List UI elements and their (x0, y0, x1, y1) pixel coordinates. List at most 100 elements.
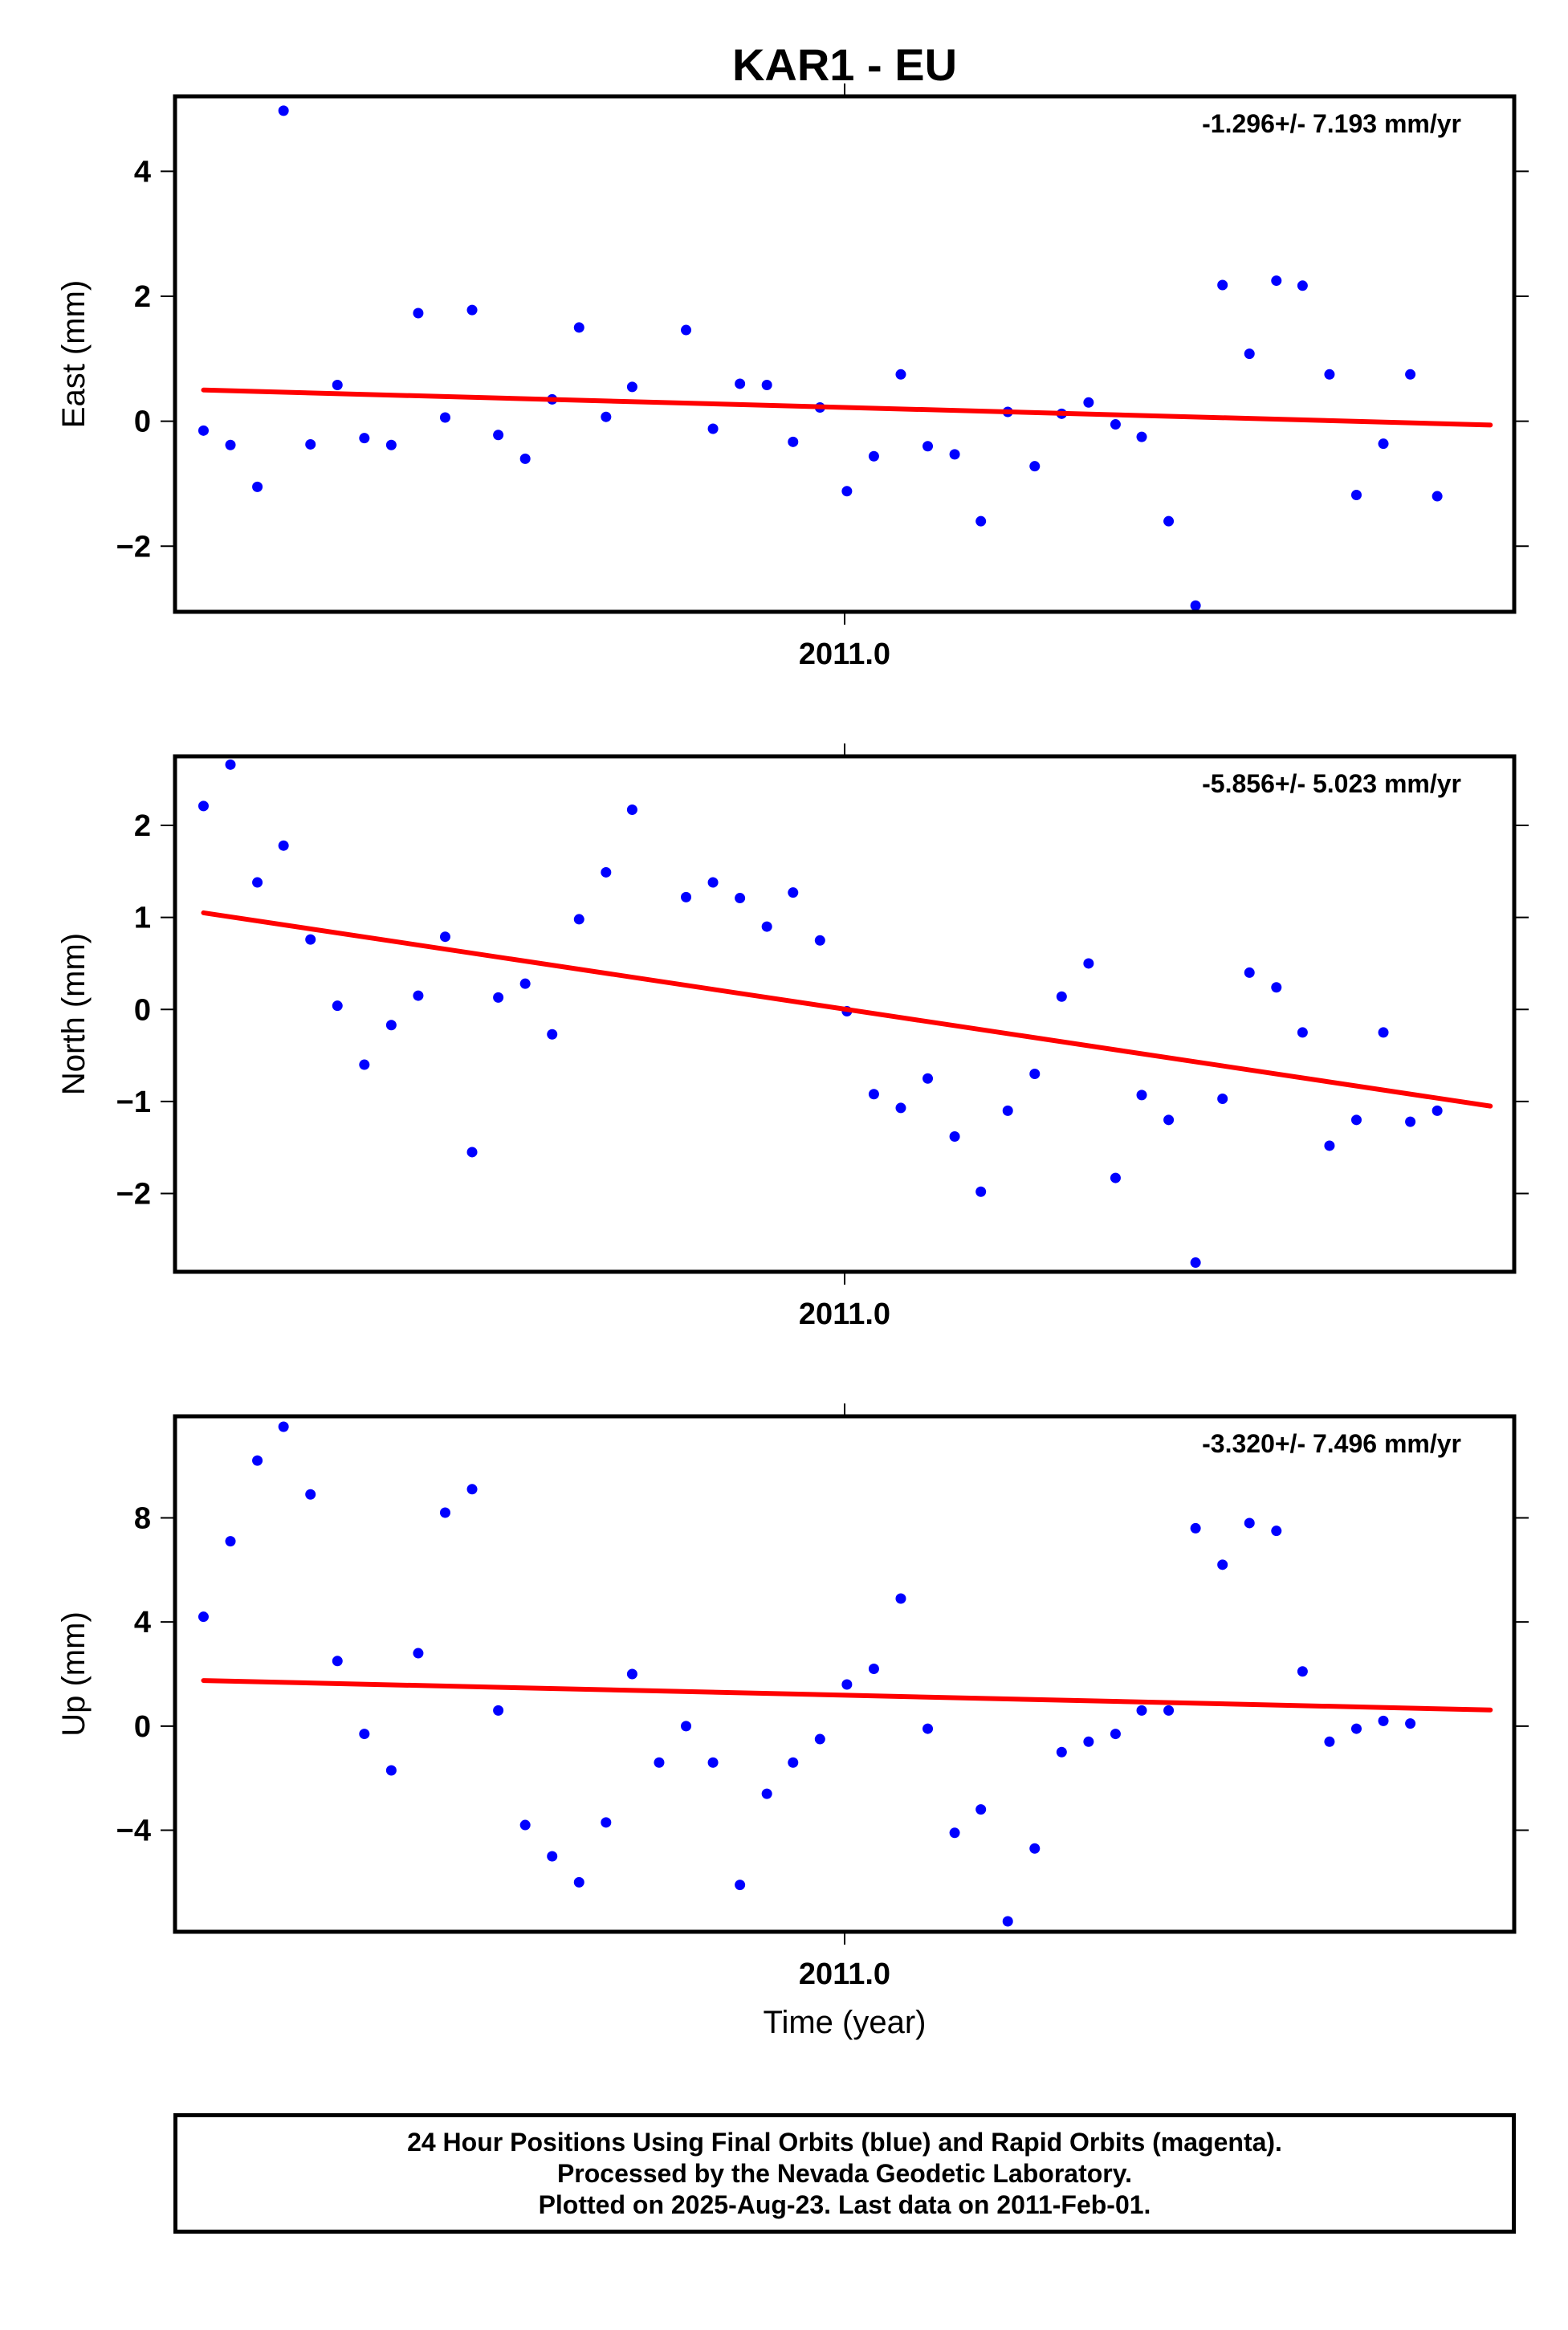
footer-box: 24 Hour Positions Using Final Orbits (bl… (173, 2113, 1516, 2234)
east-data-point (868, 450, 879, 462)
up-data-point (1029, 1843, 1041, 1854)
north-data-point (1378, 1027, 1389, 1038)
east-data-point (1163, 515, 1175, 527)
north-x-tick-label: 2011.0 (799, 1297, 890, 1331)
east-data-point (385, 439, 397, 450)
up-data-point (1110, 1729, 1121, 1740)
north-data-point (1083, 958, 1094, 969)
up-data-point (841, 1679, 853, 1690)
east-data-point (975, 515, 987, 527)
north-data-point (198, 800, 209, 812)
north-data-point (1244, 967, 1255, 978)
up-data-point (735, 1880, 746, 1891)
up-data-point (252, 1455, 263, 1466)
up-x-tick-label: 2011.0 (799, 1957, 890, 1991)
north-data-point (278, 840, 289, 851)
up-data-point (1244, 1517, 1255, 1529)
up-data-point (1056, 1746, 1067, 1758)
east-plot-frame (173, 94, 1517, 614)
north-data-point (1002, 1105, 1013, 1116)
up-data-point (547, 1851, 558, 1862)
east-data-point (252, 481, 263, 492)
north-data-point (949, 1130, 960, 1142)
north-data-point (1217, 1093, 1228, 1104)
panels-group: −2 0 2 4 2011.0 East (mm) -1.296+/- 7.193 mm/y… (56, 84, 1529, 1991)
up-axis-label: Up (mm) (56, 1611, 92, 1737)
up-data-point (1297, 1666, 1308, 1677)
north-data-point (788, 887, 799, 898)
north-data-point (681, 891, 692, 902)
up-data-point (1136, 1705, 1147, 1716)
footer-line-2: Processed by the Nevada Geodetic Laborat… (556, 2158, 1133, 2188)
north-data-point (493, 992, 504, 1003)
up-data-point (1324, 1736, 1335, 1747)
north-data-point (573, 914, 584, 925)
east-data-point (1297, 280, 1308, 291)
north-y-tick-label: −1 (116, 1086, 151, 1119)
north-data-point (601, 866, 612, 878)
up-data-point (1405, 1718, 1416, 1729)
east-data-point (278, 105, 289, 116)
east-data-point (1378, 438, 1389, 450)
up-data-point (385, 1765, 397, 1776)
footer-line-1: 24 Hour Positions Using Final Orbits (bl… (407, 2127, 1282, 2157)
east-data-point (1271, 275, 1282, 287)
up-data-point (439, 1507, 450, 1518)
north-data-point (707, 877, 719, 888)
up-trend-line (201, 1678, 1493, 1713)
north-data-point (1163, 1114, 1175, 1126)
up-data-point (1163, 1705, 1175, 1716)
north-data-point (626, 804, 637, 815)
east-data-point (359, 433, 370, 444)
up-data-point (975, 1804, 987, 1815)
east-data-point (949, 449, 960, 460)
north-data-point (1029, 1069, 1041, 1080)
up-data-point (359, 1729, 370, 1740)
north-data-point (385, 1020, 397, 1031)
east-data-point (573, 322, 584, 333)
east-data-point (735, 378, 746, 389)
east-trend-line (201, 387, 1493, 428)
north-y-tick-label: 1 (134, 902, 151, 935)
up-data-point (1083, 1736, 1094, 1747)
up-data-point (761, 1788, 772, 1799)
north-data-point (735, 893, 746, 904)
east-data-point (305, 438, 316, 450)
east-data-point (225, 439, 236, 450)
north-data-point (895, 1102, 906, 1114)
north-y-tick-label: 2 (134, 809, 151, 843)
up-data-point (868, 1664, 879, 1675)
east-data-point (681, 324, 692, 336)
east-data-point (1190, 600, 1201, 611)
east-y-tick-label: 2 (134, 280, 151, 314)
east-panel: −2 0 2 4 2011.0 East (mm) -1.296+/- 7.193 mm/y… (56, 84, 1529, 671)
up-data-point (332, 1656, 343, 1667)
north-data-point (868, 1089, 879, 1100)
north-data-point (332, 1000, 343, 1012)
up-data-point (519, 1819, 531, 1831)
east-data-point (761, 380, 772, 391)
east-data-point (1083, 397, 1094, 408)
north-data-point (252, 877, 263, 888)
east-data-point (332, 380, 343, 391)
east-data-point (1324, 369, 1335, 380)
north-data-point (466, 1147, 478, 1158)
north-y-tick-label: −2 (116, 1178, 151, 1212)
north-data-point (359, 1059, 370, 1070)
up-data-point (225, 1536, 236, 1547)
east-data-point (788, 436, 799, 447)
east-data-point (1432, 491, 1443, 502)
east-data-point (895, 369, 906, 380)
footer-line-3: Plotted on 2025-Aug-23. Last data on 201… (538, 2189, 1151, 2219)
north-data-point (1190, 1257, 1201, 1269)
north-data-point (439, 931, 450, 943)
up-data-point (681, 1721, 692, 1732)
north-data-point (519, 978, 531, 989)
north-rate-label: -5.856+/- 5.023 mm/yr (1202, 769, 1461, 798)
east-data-point (1136, 431, 1147, 442)
up-data-point (278, 1421, 289, 1432)
north-data-point (1432, 1105, 1443, 1116)
north-data-point (1350, 1114, 1362, 1126)
north-trend-line (201, 910, 1493, 1109)
north-data-point (1297, 1027, 1308, 1038)
